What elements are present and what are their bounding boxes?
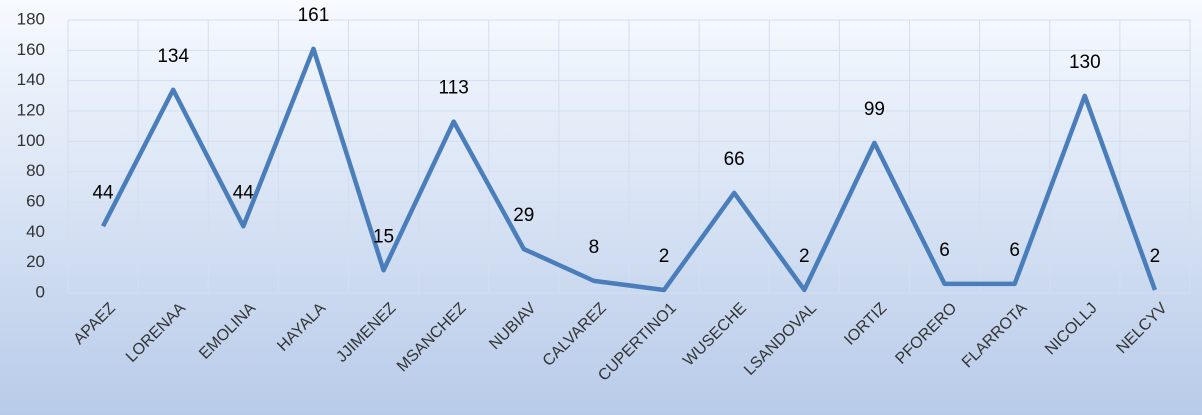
data-label: 44 xyxy=(233,182,255,203)
data-label: 161 xyxy=(298,5,330,26)
y-tick-label: 80 xyxy=(26,161,45,180)
line xyxy=(101,46,1158,293)
y-tick-label: 140 xyxy=(17,70,45,89)
data-label: 15 xyxy=(373,226,394,247)
data-label: 2 xyxy=(799,246,810,267)
data-label: 44 xyxy=(92,182,114,203)
data-label: 66 xyxy=(724,149,745,170)
y-tick-label: 60 xyxy=(26,191,45,210)
data-label: 8 xyxy=(589,237,600,258)
y-tick-label: 100 xyxy=(17,131,45,150)
data-label: 134 xyxy=(157,46,189,67)
data-label: 2 xyxy=(659,246,670,267)
data-label: 99 xyxy=(864,99,885,120)
y-tick-label: 160 xyxy=(17,40,45,59)
data-label: 2 xyxy=(1150,246,1161,267)
data-label: 130 xyxy=(1069,52,1101,73)
data-label: 6 xyxy=(939,240,950,261)
y-tick-label: 120 xyxy=(17,100,45,119)
data-label: 29 xyxy=(513,205,534,226)
y-tick-label: 180 xyxy=(17,9,45,28)
y-tick-label: 0 xyxy=(36,282,45,301)
y-tick-label: 40 xyxy=(26,222,45,241)
y-tick-label: 20 xyxy=(26,252,45,271)
data-label: 6 xyxy=(1009,240,1020,261)
data-label: 113 xyxy=(439,78,469,99)
